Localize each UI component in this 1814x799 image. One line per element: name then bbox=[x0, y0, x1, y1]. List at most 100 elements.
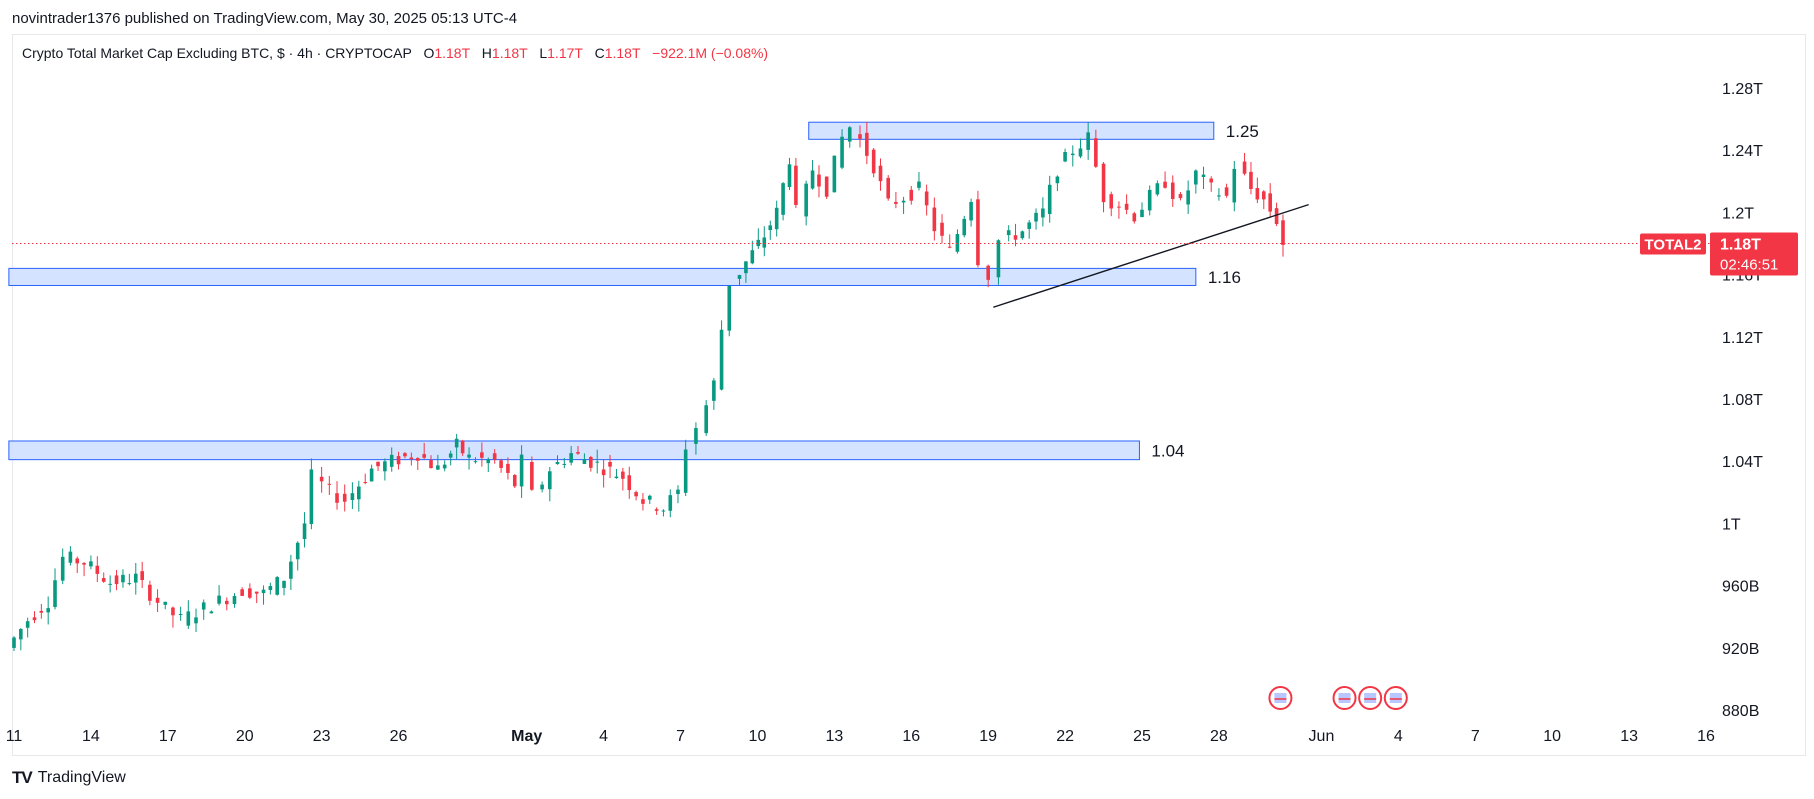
x-tick-label: 16 bbox=[1697, 728, 1715, 745]
candle-body bbox=[940, 222, 944, 236]
candle-body bbox=[1261, 191, 1266, 200]
candle-body bbox=[858, 134, 862, 139]
candle-body bbox=[171, 607, 175, 616]
candle-body bbox=[661, 510, 666, 512]
high-pair: H1.18T bbox=[481, 45, 528, 61]
candle-body bbox=[350, 493, 355, 501]
candle-body bbox=[1155, 183, 1160, 195]
candle-body bbox=[1274, 208, 1279, 224]
x-tick-label: 16 bbox=[902, 728, 920, 745]
candle-body bbox=[810, 170, 815, 189]
x-tick-label: 25 bbox=[1133, 728, 1151, 745]
y-tick-label: 1.2T bbox=[1722, 205, 1754, 222]
candle-body bbox=[492, 453, 497, 460]
y-tick-label: 1.12T bbox=[1722, 330, 1763, 347]
symbol-badge-label: TOTAL2 bbox=[1645, 237, 1702, 254]
candle-body bbox=[217, 595, 221, 604]
candle-body bbox=[694, 428, 698, 444]
candle-body bbox=[641, 499, 645, 504]
candle-body bbox=[817, 174, 821, 187]
candle-body bbox=[512, 475, 517, 487]
zone-2 bbox=[8, 440, 1140, 461]
candle-body bbox=[163, 601, 168, 605]
us-flag-icon-inner bbox=[1389, 693, 1402, 703]
candle-body bbox=[1281, 220, 1285, 245]
candle-body bbox=[1124, 203, 1129, 210]
candle-body bbox=[261, 589, 266, 594]
x-tick-label: 28 bbox=[1210, 728, 1228, 745]
x-tick-label: 7 bbox=[1471, 728, 1480, 745]
open-value: 1.18T bbox=[434, 45, 470, 61]
candle-body bbox=[95, 565, 100, 574]
candle-body bbox=[704, 405, 708, 434]
zone-label: 1.25 bbox=[1226, 122, 1259, 141]
candle-body bbox=[1163, 181, 1167, 188]
candle-body bbox=[996, 240, 1001, 278]
x-tick-label: 13 bbox=[825, 728, 843, 745]
candle-body bbox=[924, 191, 929, 206]
candle-body bbox=[429, 460, 433, 469]
candle-body bbox=[89, 561, 93, 567]
candle-body bbox=[121, 574, 125, 583]
candle-body bbox=[947, 246, 952, 248]
candle-body bbox=[683, 449, 688, 493]
y-tick-label: 880B bbox=[1722, 703, 1759, 720]
candle-body bbox=[634, 492, 638, 497]
candle-body bbox=[569, 453, 573, 463]
candle-body bbox=[295, 542, 300, 560]
candle-body bbox=[108, 583, 112, 585]
candle-body bbox=[1094, 138, 1098, 167]
candle-body bbox=[302, 523, 307, 540]
symbol-legend: Crypto Total Market Cap Excluding BTC, $… bbox=[22, 45, 768, 61]
candle-body bbox=[540, 484, 544, 490]
x-tick-label: 14 bbox=[82, 728, 100, 745]
candle-body bbox=[1101, 163, 1106, 203]
x-tick-label: 4 bbox=[599, 728, 608, 745]
candle-body bbox=[178, 614, 183, 616]
candle-body bbox=[409, 457, 414, 460]
y-tick-label: 1.04T bbox=[1722, 454, 1763, 471]
candle-body bbox=[1217, 195, 1221, 197]
candle-body bbox=[595, 461, 600, 463]
trendline bbox=[993, 203, 1309, 308]
candle-body bbox=[467, 454, 471, 458]
candle-body bbox=[327, 483, 332, 485]
candle-body bbox=[1224, 187, 1229, 196]
candle-body bbox=[68, 551, 73, 563]
candle-body bbox=[1020, 231, 1025, 239]
x-tick-label: 17 bbox=[159, 728, 177, 745]
candle-body bbox=[756, 239, 761, 247]
candle-body bbox=[396, 456, 401, 465]
candle-body bbox=[976, 199, 980, 266]
published-caption: novintrader1376 published on TradingView… bbox=[12, 10, 518, 27]
x-tick-label: 13 bbox=[1620, 728, 1638, 745]
x-tick-label: 23 bbox=[313, 728, 331, 745]
tradingview-logo[interactable]: TV TradingView bbox=[12, 768, 126, 787]
candle-body bbox=[415, 458, 420, 461]
chart-pane[interactable] bbox=[12, 34, 1806, 756]
candle-body bbox=[1249, 171, 1253, 189]
price-badge bbox=[1710, 232, 1798, 276]
candle-body bbox=[473, 461, 478, 463]
candle-body bbox=[1201, 174, 1206, 178]
candle-body bbox=[460, 440, 465, 454]
candle-body bbox=[932, 207, 937, 232]
zone-label: 1.04 bbox=[1151, 441, 1184, 460]
candle-body bbox=[589, 457, 593, 468]
candle-body bbox=[282, 580, 286, 588]
candle-body bbox=[878, 165, 883, 182]
y-tick-label: 920B bbox=[1722, 641, 1759, 658]
candle-body bbox=[608, 462, 612, 467]
zone-label: 1.16 bbox=[1208, 268, 1241, 287]
candle-body bbox=[309, 469, 314, 525]
candle-body bbox=[627, 475, 632, 491]
y-tick-label: 1.28T bbox=[1722, 81, 1763, 98]
candle-body bbox=[1109, 194, 1114, 209]
x-tick-label: 10 bbox=[1543, 728, 1561, 745]
candle-body bbox=[548, 471, 552, 490]
candle-body bbox=[555, 462, 560, 465]
x-tick-label: 7 bbox=[676, 728, 685, 745]
candle-body bbox=[601, 469, 606, 476]
candle-body bbox=[232, 596, 237, 605]
